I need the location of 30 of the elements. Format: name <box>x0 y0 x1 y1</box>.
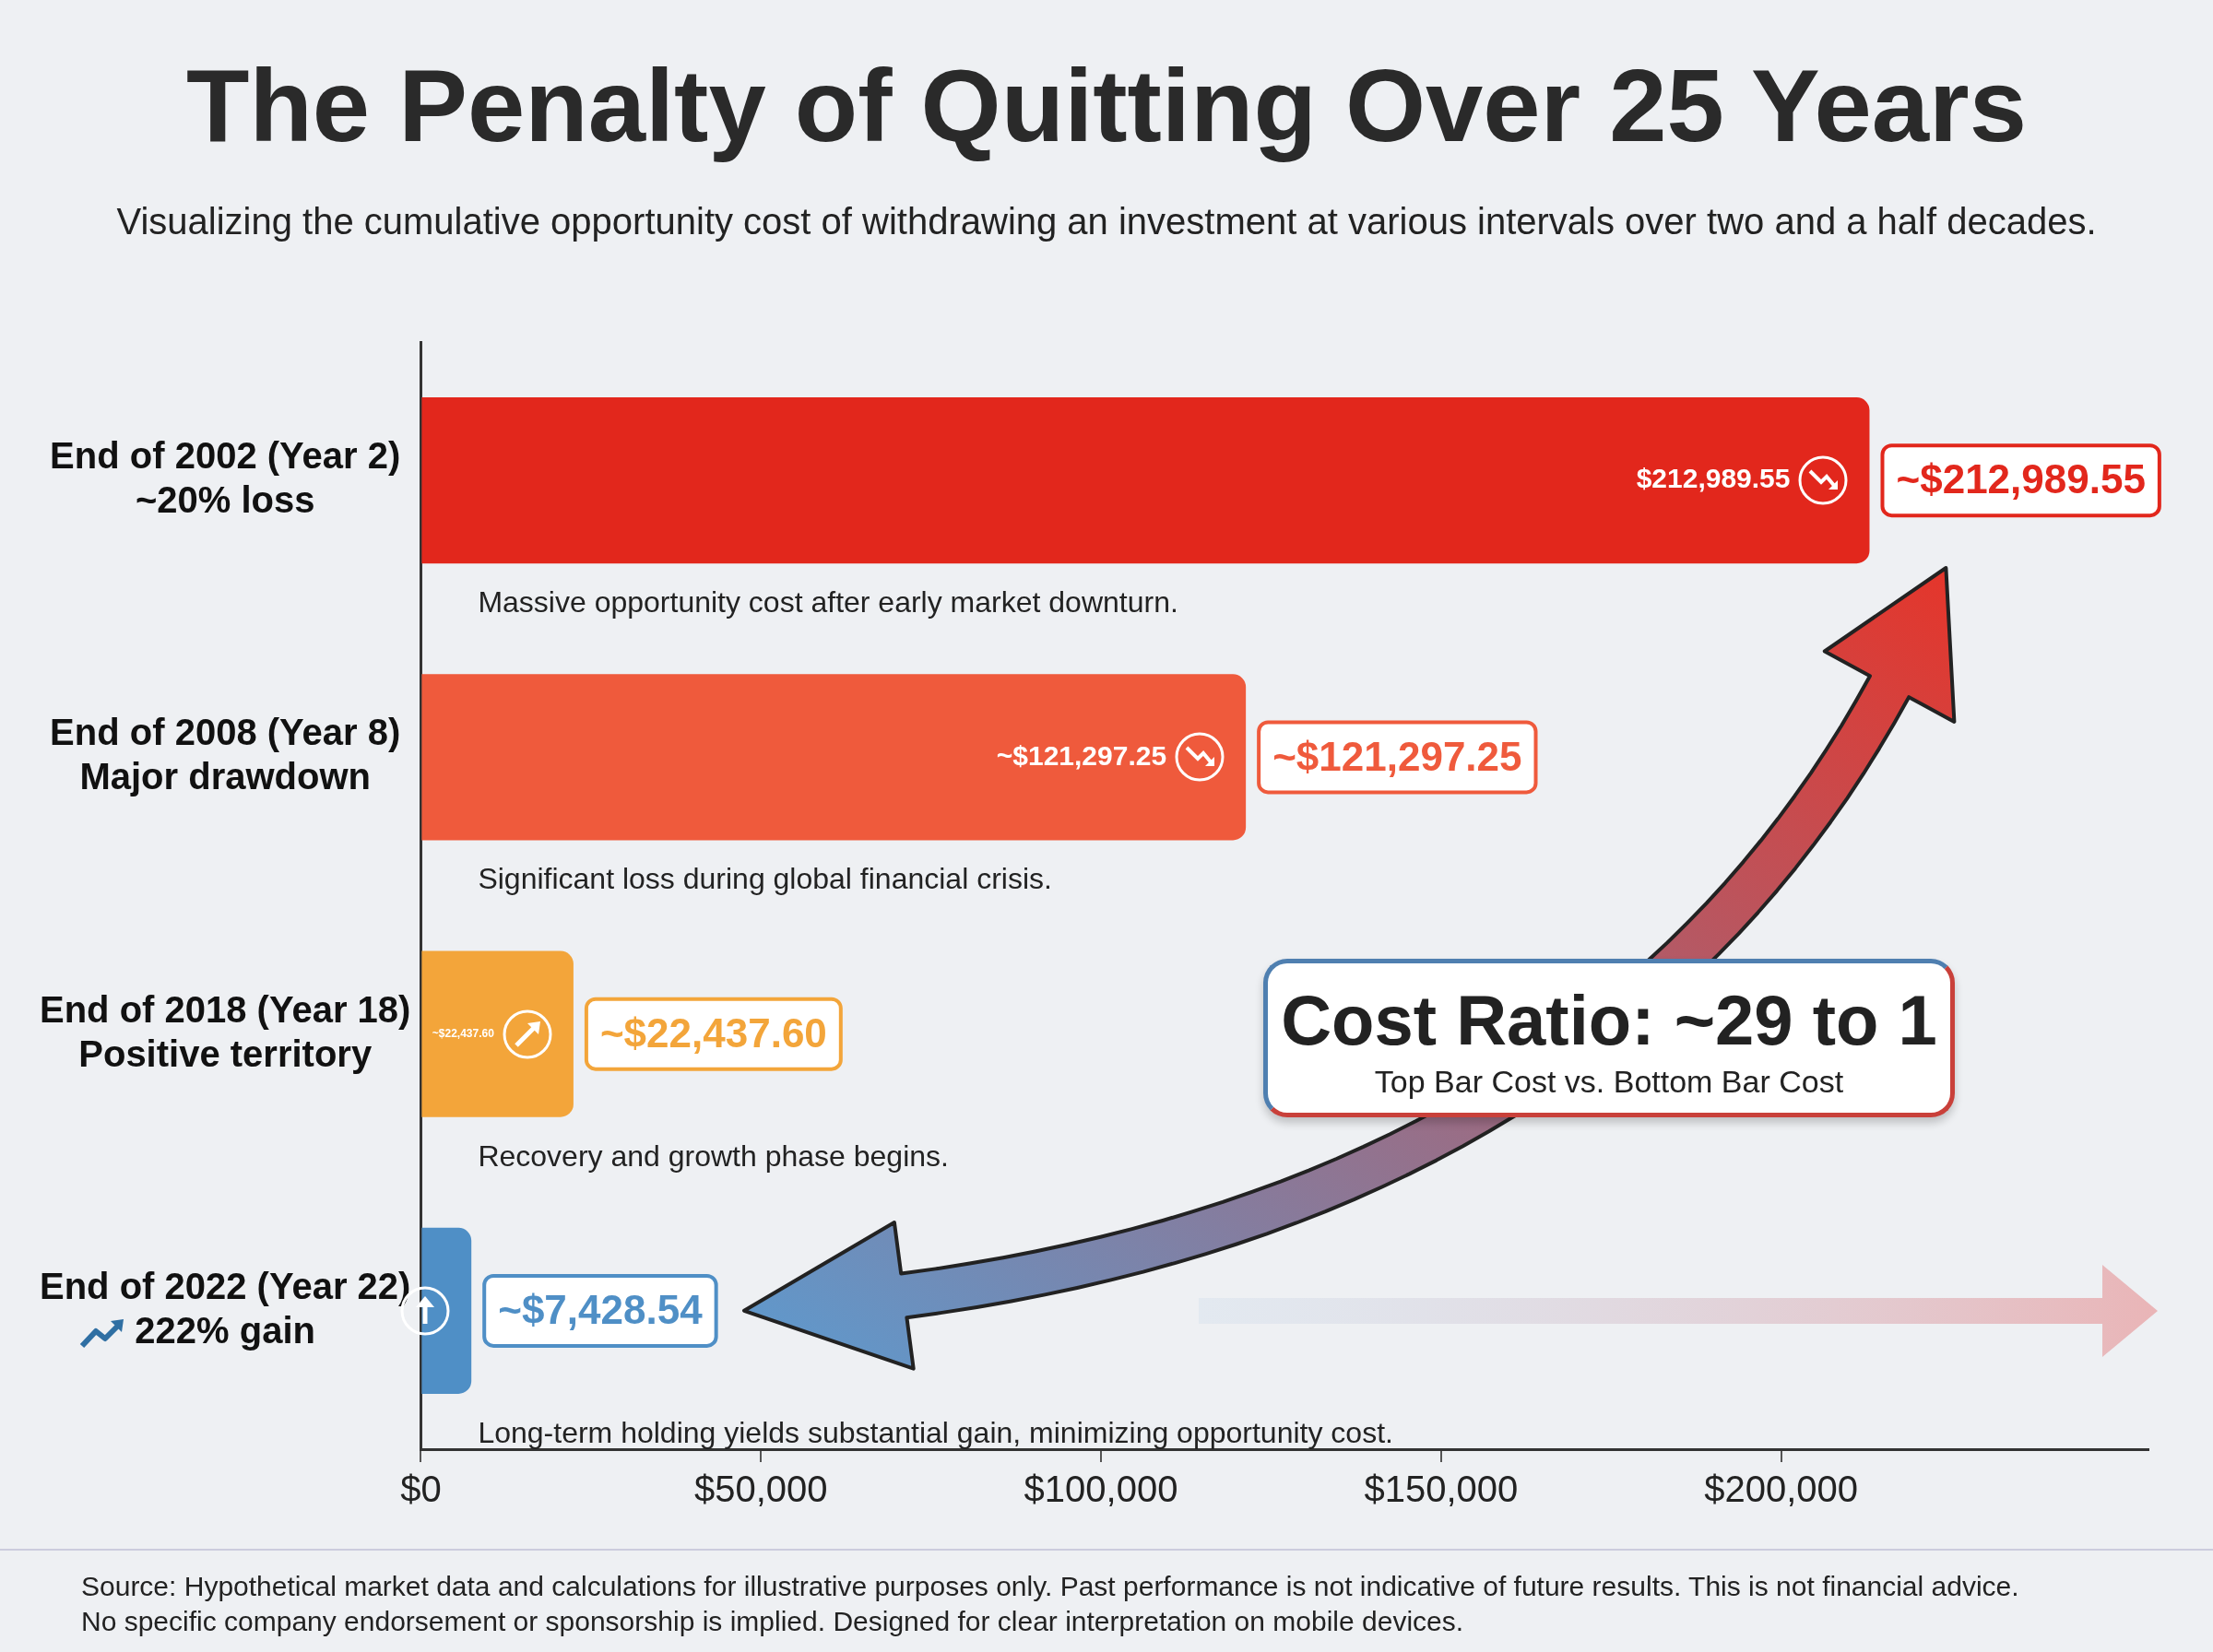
x-tick-label: $0 <box>400 1469 442 1510</box>
data-label: ~$212,989.55 <box>1896 456 2146 502</box>
annotation: ~$22,437.60 <box>599 1009 827 1056</box>
x-tick-label: $50,000 <box>693 1469 828 1510</box>
x-tick-label: $200,000 <box>1704 1469 1859 1510</box>
annotation: ~$121,297.25 <box>1272 733 1522 779</box>
x-tick-label: $100,000 <box>1024 1469 1178 1510</box>
data-label: ~$121,297.25 <box>996 739 1167 771</box>
x-tick-label: $150,000 <box>1364 1469 1519 1510</box>
annotation: Recovery and growth phase begins. <box>478 1139 949 1173</box>
chart-subtitle: Visualizing the cumulative opportunity cost of withdrawing an investment at various intervals over two and a half decades. <box>115 201 2098 242</box>
y-tick-label: End of 2002 (Year 2) ~20% loss <box>50 435 401 521</box>
annotation: Long-term holding yields substantial gain, minimizing opportunity cost. <box>478 1415 1393 1449</box>
bar <box>421 950 574 1117</box>
y-tick-label: End of 2022 (Year 22) 222% gain <box>40 1265 411 1351</box>
annotation: Cost Ratio: ~29 to 1 <box>1280 980 1938 1060</box>
annotation: Massive opportunity cost after early market downturn. <box>478 585 1178 620</box>
data-label: ~$22,437.60 <box>432 1026 495 1040</box>
bar <box>421 674 1247 841</box>
y-tick-label: End of 2008 (Year 8) Major drawdown <box>50 712 401 797</box>
annotation: Top Bar Cost vs. Bottom Bar Cost <box>1373 1063 1845 1101</box>
chart-title: The Penalty of Quitting Over 25 Years <box>185 47 2028 165</box>
source-note: Source: Hypothetical market data and calculations for illustrative purposes only. Past performance is not indicative of future results. This is not financial advice. <box>81 1570 2020 1603</box>
annotation: $212,989.55 <box>1636 463 1791 494</box>
bar <box>421 397 1870 564</box>
bar <box>421 1227 472 1394</box>
text: No specific company endorsement or sponsorship is implied. Designed for clear interpretation on mobile devices. <box>81 1605 1465 1638</box>
annotation: Significant loss during global financial crisis. <box>478 862 1052 896</box>
data-label: ~$7,428.54 <box>498 1287 704 1333</box>
y-tick-label: End of 2018 (Year 18) Positive territory <box>40 988 411 1074</box>
